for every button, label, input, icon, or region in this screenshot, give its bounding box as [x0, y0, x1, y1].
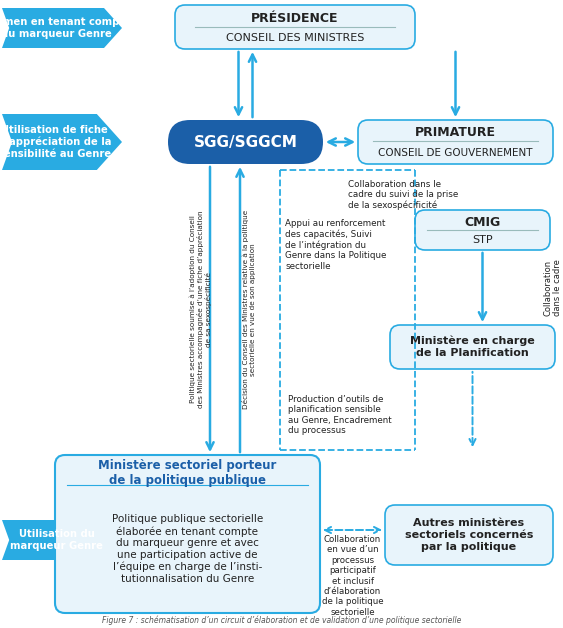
Text: Collaboration
en vue d’un
processus
participatif
et inclusif
d’élaboration
de la: Collaboration en vue d’un processus part… [321, 535, 383, 617]
Text: Appui au renforcement
des capacités, Suivi
de l’intégration du
Genre dans la Pol: Appui au renforcement des capacités, Sui… [285, 219, 386, 271]
FancyBboxPatch shape [385, 505, 553, 565]
Text: PRÉSIDENCE: PRÉSIDENCE [251, 13, 339, 26]
Text: STP: STP [472, 235, 493, 245]
Text: CMIG: CMIG [464, 215, 501, 229]
FancyBboxPatch shape [415, 210, 550, 250]
FancyBboxPatch shape [175, 5, 415, 49]
FancyBboxPatch shape [55, 455, 320, 613]
Text: PRIMATURE: PRIMATURE [415, 126, 496, 139]
Text: Utilisation du
marqueur Genre: Utilisation du marqueur Genre [10, 529, 103, 551]
FancyBboxPatch shape [390, 325, 555, 369]
FancyBboxPatch shape [168, 120, 323, 164]
Text: Examen en tenant compte
du marqueur Genre: Examen en tenant compte du marqueur Genr… [0, 17, 131, 39]
Polygon shape [2, 114, 122, 170]
Polygon shape [2, 520, 122, 560]
Text: Utilisation de fiche
d’appréciation de la
sensibilité au Genre: Utilisation de fiche d’appréciation de l… [0, 125, 111, 159]
Text: Collaboration
dans le cadre
du CMIG: Collaboration dans le cadre du CMIG [543, 259, 563, 316]
Text: Collaboration dans le
cadre du suivi de la prise
de la sexospécificité: Collaboration dans le cadre du suivi de … [347, 180, 458, 210]
Text: Production d’outils de
planification sensible
au Genre, Encadrement
du processus: Production d’outils de planification sen… [288, 395, 392, 435]
Text: Autres ministères
sectoriels concernés
par la politique: Autres ministères sectoriels concernés p… [405, 518, 533, 551]
Text: Politique sectorielle soumise à l’adoption du Conseil
des Ministres accompagnée : Politique sectorielle soumise à l’adopti… [190, 211, 212, 408]
Text: Décision du Conseil des Ministres relative à la politique
sectorielle en vue de : Décision du Conseil des Ministres relati… [242, 210, 256, 409]
Polygon shape [2, 8, 122, 48]
Text: Politique publique sectorielle
élaborée en tenant compte
du marqueur genre et av: Politique publique sectorielle élaborée … [112, 514, 263, 583]
FancyBboxPatch shape [358, 120, 553, 164]
Text: Ministère en charge
de la Planification: Ministère en charge de la Planification [410, 336, 535, 358]
Text: CONSEIL DE GOUVERNEMENT: CONSEIL DE GOUVERNEMENT [378, 148, 533, 158]
Text: SGG/SGGCM: SGG/SGGCM [194, 134, 297, 149]
Text: Ministère sectoriel porteur
de la politique publique: Ministère sectoriel porteur de la politi… [99, 459, 276, 487]
Text: CONSEIL DES MINISTRES: CONSEIL DES MINISTRES [226, 33, 364, 43]
Text: Figure 7 : schématisation d’un circuit d’élaboration et de validation d’une poli: Figure 7 : schématisation d’un circuit d… [102, 615, 461, 625]
